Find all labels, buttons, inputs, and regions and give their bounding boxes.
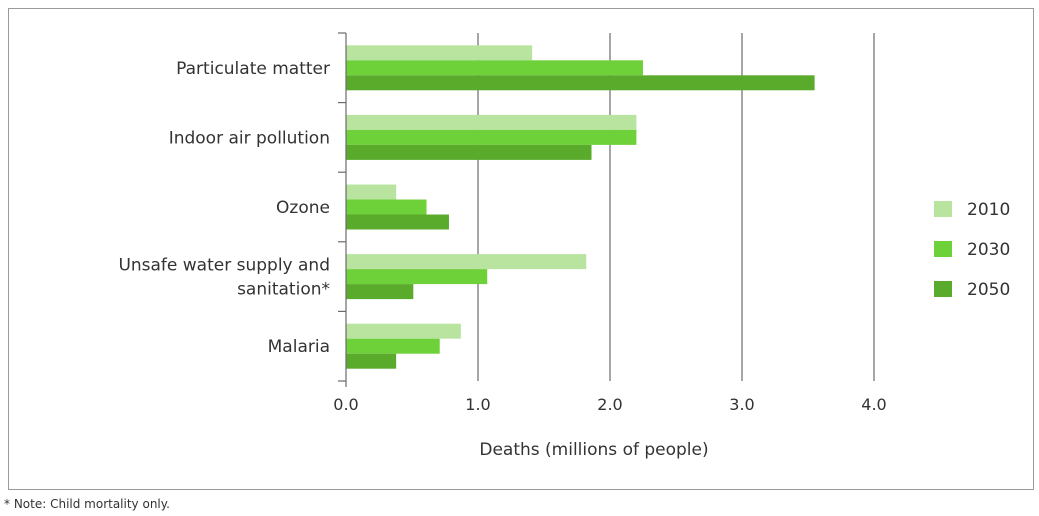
x-tick-label: 0.0: [333, 395, 358, 414]
category-label: Indoor air pollution: [169, 128, 330, 148]
legend-label: 2030: [967, 240, 1010, 260]
bar-2010: [346, 323, 461, 339]
bar-2030: [346, 60, 643, 76]
bar-2050: [346, 144, 592, 160]
bars-layer: [346, 45, 815, 369]
bar-2050: [346, 284, 414, 300]
category-label: Malaria: [268, 337, 330, 357]
legend-label: 2010: [967, 200, 1010, 220]
x-tick-label: 4.0: [861, 395, 886, 414]
legend-label: 2050: [967, 280, 1010, 300]
legend-swatch-2030: [934, 241, 952, 257]
chart-svg: 0.0 1.0 2.0 3.0 4.0 Particulate matter Indoor …: [118, 32, 1010, 460]
x-tick-label: 3.0: [729, 395, 754, 414]
x-axis-title: Deaths (millions of people): [479, 440, 708, 460]
bar-2030: [346, 199, 427, 215]
legend-swatch-2050: [934, 281, 952, 297]
bar-2050: [346, 353, 397, 369]
bar-2010: [346, 254, 587, 270]
labels-layer: 0.0 1.0 2.0 3.0 4.0 Particulate matter Indoor …: [118, 59, 886, 414]
bar-2050: [346, 75, 815, 91]
bar-2030: [346, 338, 440, 354]
x-tick-label: 2.0: [597, 395, 622, 414]
bar-2030: [346, 269, 488, 285]
category-label: Unsafe water supply and sanitation*: [118, 256, 330, 300]
axis-layer: [338, 32, 347, 387]
bar-2010: [346, 114, 637, 130]
category-label: Ozone: [276, 198, 330, 218]
legend-swatch-2010: [934, 201, 952, 217]
chart-frame: 0.0 1.0 2.0 3.0 4.0 Particulate matter Indoor …: [8, 8, 1034, 490]
grid-layer: [477, 33, 875, 381]
bar-2010: [346, 184, 397, 200]
bar-2030: [346, 129, 637, 145]
bar-2050: [346, 214, 449, 230]
footnote: * Note: Child mortality only.: [4, 497, 170, 511]
category-label: Particulate matter: [176, 59, 330, 79]
bar-2010: [346, 45, 533, 61]
x-tick-label: 1.0: [465, 395, 490, 414]
legend: 2010 2030 2050: [934, 200, 1010, 300]
